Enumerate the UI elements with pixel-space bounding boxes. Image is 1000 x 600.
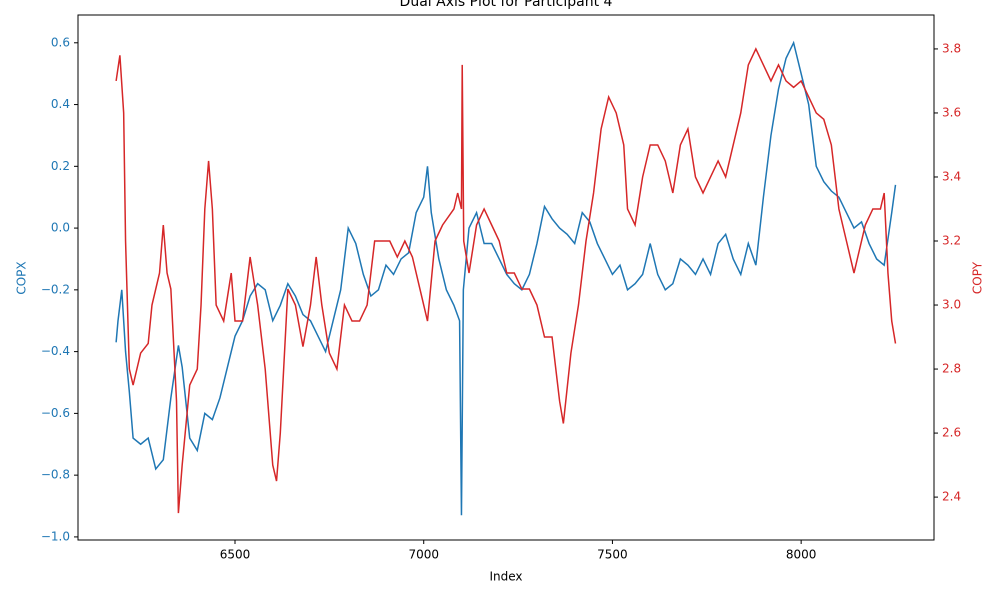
y2-tick-label: 3.2	[942, 234, 961, 248]
series-line	[115, 47, 897, 514]
y-tick-label: −1.0	[41, 529, 70, 543]
y2-tick-label: 2.8	[942, 362, 961, 376]
y2-tick-label: 2.6	[942, 426, 961, 440]
y-tick-label: −0.8	[41, 468, 70, 482]
y-tick-label: 0.0	[51, 221, 70, 235]
plot-frame	[77, 14, 935, 541]
series-line	[115, 40, 897, 516]
y-tick-label: −0.4	[41, 344, 70, 358]
y-tick-label: 0.4	[51, 97, 70, 111]
y2-tick-label: 3.0	[942, 298, 961, 312]
y2-tick-label: 3.4	[942, 169, 961, 183]
y2-tick-label: 3.6	[942, 105, 961, 119]
y-tick-label: −0.6	[41, 406, 70, 420]
chart-title: Dual Axis Plot for Participant 4	[400, 0, 613, 10]
y2-tick-label: 3.8	[942, 41, 961, 55]
y-tick-label: 0.2	[51, 159, 70, 173]
y-axis-label: COPX	[15, 261, 29, 294]
x-tick-label: 6500	[220, 548, 251, 562]
y-tick-label: −0.2	[41, 282, 70, 296]
x-tick-label: 8000	[786, 548, 817, 562]
x-tick-label: 7500	[597, 548, 628, 562]
x-axis-label: Index	[489, 570, 522, 584]
x-tick-label: 7000	[408, 548, 439, 562]
y2-tick-label: 2.4	[942, 490, 961, 504]
y-tick-label: 0.6	[51, 35, 70, 49]
y2-axis-label: COPY	[971, 261, 985, 294]
